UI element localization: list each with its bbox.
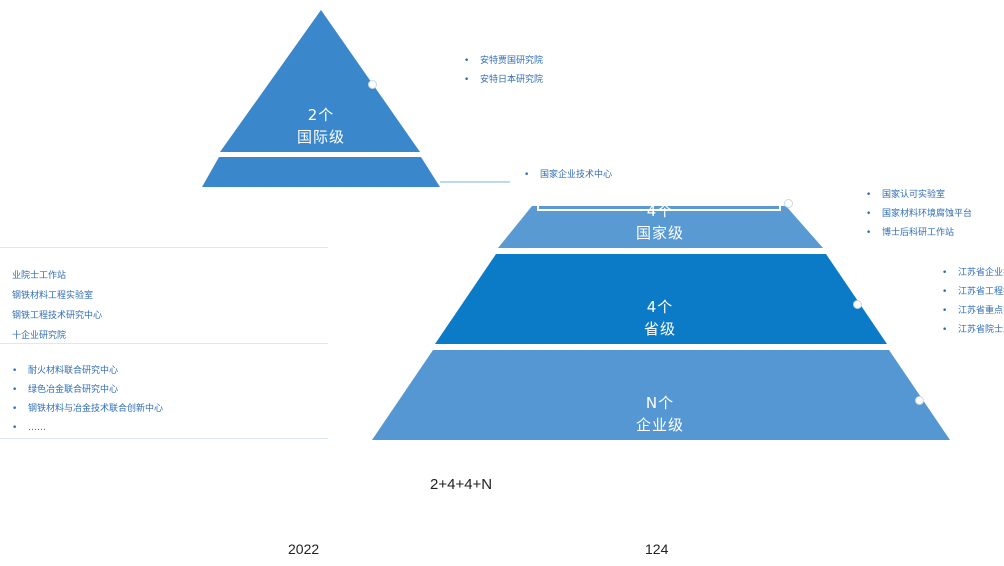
left-list-top: 业院士工作站 钢铁材料工程实验室 钢铁工程技术研究中心 十企业研究院 (12, 266, 102, 346)
tier-provincial-shape (435, 254, 887, 344)
tier-provincial-dot (853, 300, 862, 309)
tier-provincial-level: 省级 (643, 320, 676, 338)
list-item: 钢铁材料工程实验室 (12, 291, 94, 301)
left-list-bottom: 耐火材料联合研究中心 绿色冶金联合研究中心 钢铁材料与冶金技术联合创新中心 …… (12, 362, 163, 438)
tier-international-band (202, 157, 440, 187)
list-item: 江苏省企业技术中心 (942, 264, 1004, 283)
list-item: 江苏省重点实验室 (942, 302, 1004, 321)
list-item: 国家认可实验室 (866, 186, 1004, 205)
tier-national-dot (784, 199, 793, 208)
left-divider-top (0, 247, 328, 248)
tier-international-label: 2个 国际级 (271, 104, 371, 148)
tier-national-count: 4个 (646, 202, 674, 220)
national-callout: 国家企业技术中心 (524, 166, 612, 185)
list-item: 业院士工作站 (12, 271, 67, 281)
list-item: 十企业研究院 (12, 331, 67, 341)
tier-provincial-list: 江苏省企业技术中心 江苏省工程技术研究中心 江苏省重点实验室 江苏省院士工作站 (942, 264, 1004, 340)
list-item: 钢铁材料与冶金技术联合创新中心 (12, 400, 163, 419)
tier-enterprise-count: N个 (645, 394, 675, 412)
tier-international-level: 国际级 (296, 128, 345, 146)
list-item: 国家企业技术中心 (524, 166, 612, 185)
footer-year: 2022 (288, 541, 320, 557)
list-item: 博士后科研工作站 (866, 224, 1004, 243)
tier-international-count: 2个 (307, 106, 335, 124)
list-item: 安特日本研究院 (464, 71, 543, 90)
list-item: …… (12, 419, 163, 438)
national-bracket-line (537, 196, 781, 211)
list-item: 耐火材料联合研究中心 (12, 362, 163, 381)
tier-international-dot (368, 80, 377, 89)
tier-national-shape (498, 206, 823, 248)
tier-enterprise-label: N个 企业级 (610, 392, 710, 436)
tier-enterprise-dot (915, 396, 924, 405)
tier-enterprise-level: 企业级 (635, 416, 684, 434)
tier-provincial-count: 4个 (646, 298, 674, 316)
list-item: 江苏省院士工作站 (942, 321, 1004, 340)
tier-provincial-label: 4个 省级 (610, 296, 710, 340)
list-item: 安特贾国研究院 (464, 52, 543, 71)
list-item: 绿色冶金联合研究中心 (12, 381, 163, 400)
tier-international-list: 安特贾国研究院 安特日本研究院 (464, 52, 543, 90)
tier-international-shape (220, 10, 420, 152)
footer-number: 124 (645, 541, 669, 557)
left-divider-bottom (0, 438, 328, 439)
tier-national-level: 国家级 (635, 224, 684, 242)
tier-national-label: 4个 国家级 (610, 200, 710, 244)
formula-caption: 2+4+4+N (430, 476, 493, 493)
left-divider-middle (0, 343, 328, 344)
list-item: 钢铁工程技术研究中心 (12, 311, 103, 321)
list-item: 江苏省工程技术研究中心 (942, 283, 1004, 302)
tier-national-list: 国家认可实验室 国家材料环境腐蚀平台 博士后科研工作站 (866, 186, 1004, 243)
tier-enterprise-shape (372, 350, 950, 440)
list-item: 国家材料环境腐蚀平台 (866, 205, 1004, 224)
